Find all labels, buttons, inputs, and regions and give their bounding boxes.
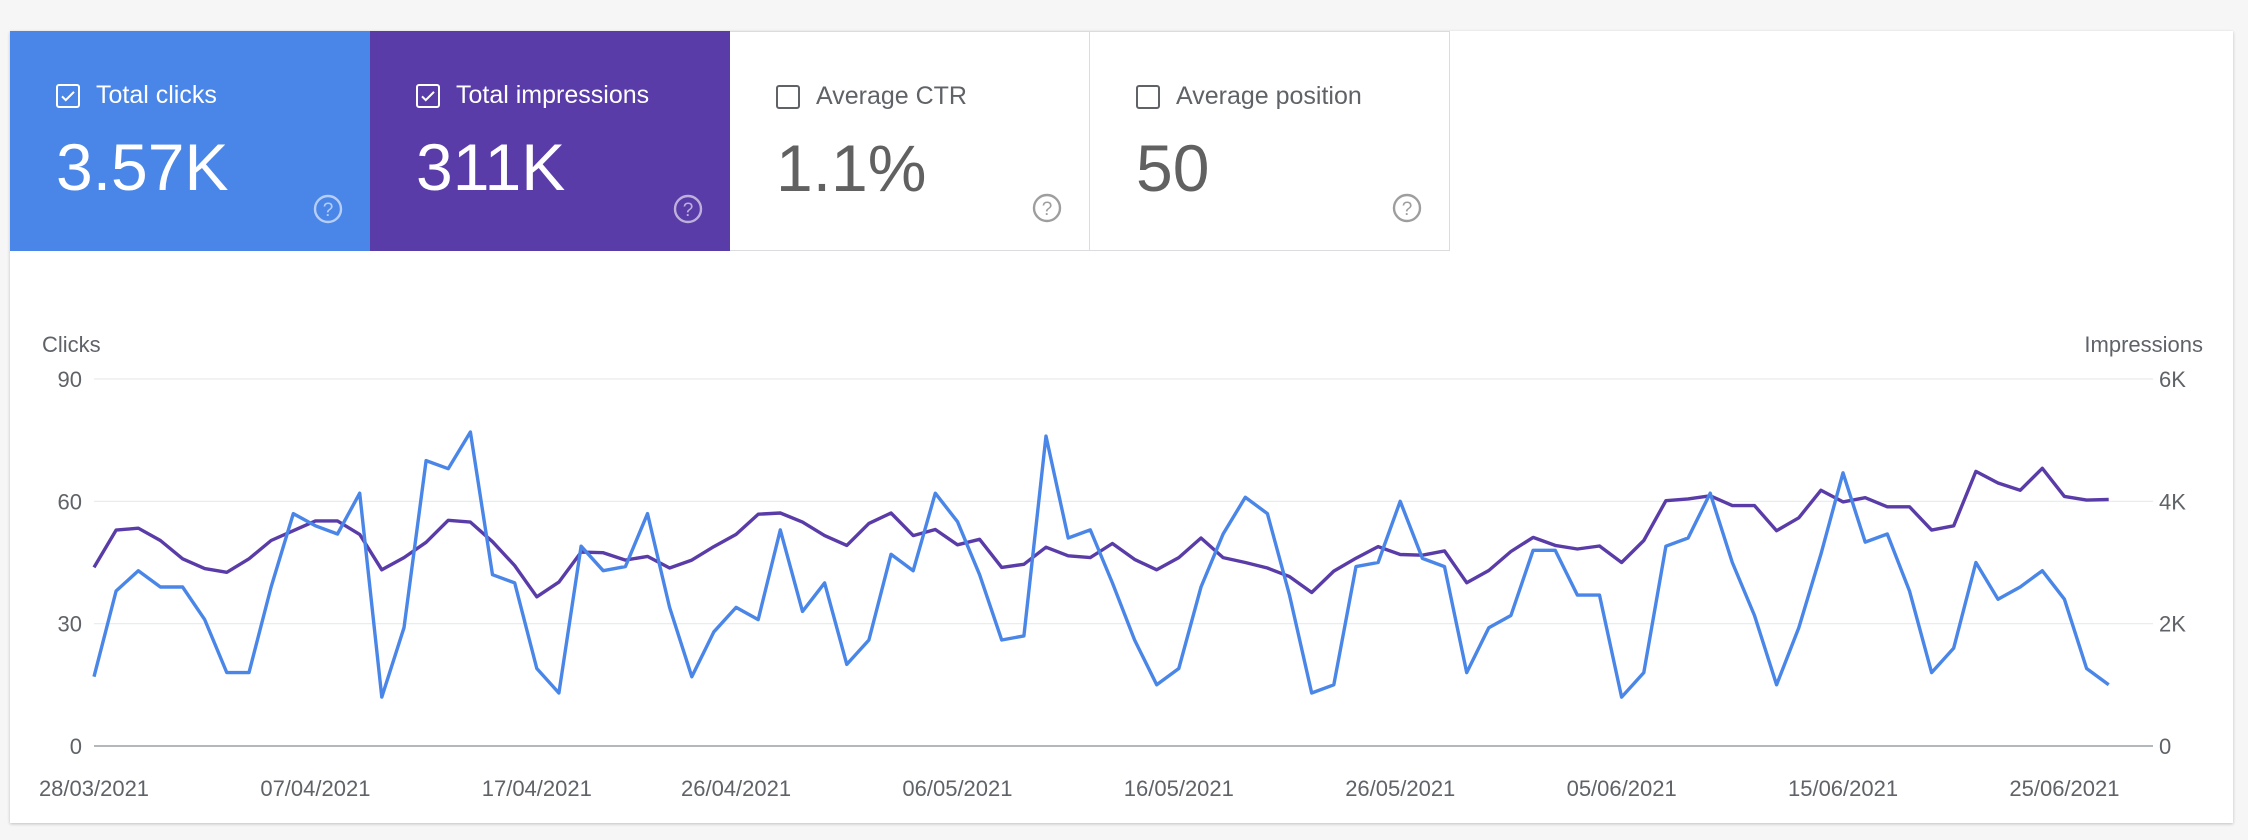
tile-value: 50	[1136, 131, 1210, 205]
help-circle-icon[interactable]: ?	[312, 193, 344, 225]
x-tick-label: 16/05/2021	[1124, 776, 1234, 801]
x-tick-label: 17/04/2021	[482, 776, 592, 801]
y-tick-label-left: 60	[58, 489, 82, 514]
checkbox-icon[interactable]	[776, 84, 800, 109]
y-tick-label-left: 30	[58, 612, 82, 637]
x-tick-label: 07/04/2021	[260, 776, 370, 801]
svg-text:?: ?	[683, 200, 694, 221]
total-clicks-tile[interactable]: Total clicks 3.57K ?	[10, 31, 370, 251]
x-tick-label: 25/06/2021	[2009, 776, 2119, 801]
performance-chart: Clicks Impressions 0 0 30 2K 60 4K 90 6K 28/03/2…	[39, 332, 2203, 801]
y-tick-label-left: 0	[70, 734, 82, 759]
help-circle-icon[interactable]: ?	[672, 193, 704, 225]
x-tick-label: 28/03/2021	[39, 776, 149, 801]
metric-tiles: Total clicks 3.57K ? Total impressions 3…	[10, 31, 1450, 251]
tile-label: Average CTR	[816, 82, 967, 110]
check-icon[interactable]	[56, 83, 80, 108]
y-tick-label-right: 2K	[2159, 612, 2186, 637]
y-tick-label-left: 90	[58, 367, 82, 392]
tile-value: 1.1%	[776, 131, 927, 205]
x-tick-label: 05/06/2021	[1567, 776, 1677, 801]
tile-label: Average position	[1176, 82, 1362, 110]
tile-value: 3.57K	[56, 130, 229, 204]
checkbox-icon[interactable]	[1136, 84, 1160, 109]
svg-text:?: ?	[323, 200, 334, 221]
x-tick-label: 15/06/2021	[1788, 776, 1898, 801]
y-tick-label-right: 0	[2159, 734, 2171, 759]
average-position-tile[interactable]: Average position 50 ?	[1090, 31, 1450, 251]
tile-label: Total clicks	[96, 81, 217, 109]
clicks-line	[92, 430, 2110, 699]
total-impressions-tile[interactable]: Total impressions 311K ?	[370, 31, 730, 251]
tile-label: Total impressions	[456, 81, 650, 109]
svg-text:?: ?	[1402, 199, 1413, 220]
performance-card: Total clicks 3.57K ? Total impressions 3…	[10, 31, 2233, 823]
right-axis-title: Impressions	[2084, 332, 2203, 357]
x-tick-label: 26/04/2021	[681, 776, 791, 801]
left-axis-title: Clicks	[42, 332, 101, 357]
tile-value: 311K	[416, 130, 566, 204]
check-icon[interactable]	[416, 83, 440, 108]
svg-text:?: ?	[1042, 199, 1053, 220]
x-tick-label: 06/05/2021	[902, 776, 1012, 801]
y-tick-label-right: 4K	[2159, 489, 2186, 514]
help-circle-icon[interactable]: ?	[1031, 192, 1063, 224]
x-tick-label: 26/05/2021	[1345, 776, 1455, 801]
impressions-line	[92, 466, 2109, 599]
y-tick-label-right: 6K	[2159, 367, 2186, 392]
average-ctr-tile[interactable]: Average CTR 1.1% ?	[730, 31, 1090, 251]
help-circle-icon[interactable]: ?	[1391, 192, 1423, 224]
